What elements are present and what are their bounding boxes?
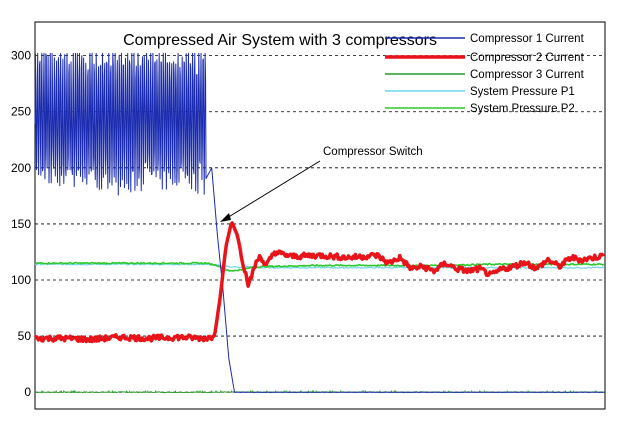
legend-label-compressor-3: Compressor 3 Current	[470, 69, 585, 81]
y-axis-ticks: 0 50 100 150 200 250 300	[11, 49, 31, 400]
chart-title: Compressed Air System with 3 compressors	[123, 32, 437, 49]
series-line-system-pressure-p2	[34, 261, 605, 272]
y-tick-label-300: 300	[11, 49, 31, 63]
legend: Compressor 1 Current Compressor 2 Curren…	[385, 33, 585, 115]
legend-label-compressor-1: Compressor 1 Current	[470, 33, 585, 45]
y-tick-label-200: 200	[11, 161, 31, 175]
series-layer	[33, 52, 605, 394]
y-tick-label-250: 250	[11, 105, 31, 119]
legend-label-pressure-p2: System Pressure P2	[470, 103, 575, 115]
legend-label-compressor-2: Compressor 2 Current	[470, 52, 585, 64]
y-tick-label-100: 100	[11, 273, 31, 287]
y-tick-label-50: 50	[18, 329, 32, 343]
y-tick-label-0: 0	[24, 385, 31, 399]
legend-label-pressure-p1: System Pressure P1	[470, 86, 575, 98]
series-line-compressor-1-current	[34, 52, 605, 393]
annotation-arrow	[221, 160, 321, 222]
series-line-compressor-2-current	[33, 221, 605, 344]
annotation-arrowhead	[220, 213, 231, 222]
annotation-compressor-switch: Compressor Switch	[220, 146, 423, 222]
annotation-label: Compressor Switch	[323, 146, 423, 158]
y-tick-label-150: 150	[11, 217, 31, 231]
